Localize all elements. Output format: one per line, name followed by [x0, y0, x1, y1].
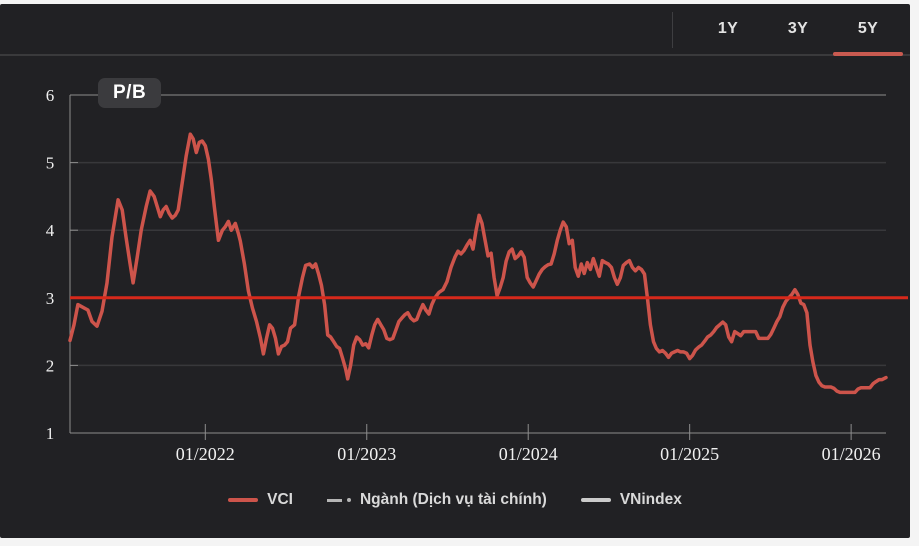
tab-1y[interactable]: 1Y: [693, 4, 763, 54]
time-range-tabs: 1Y 3Y 5Y: [693, 4, 903, 56]
y-tick-label: 2: [46, 356, 55, 375]
y-tick-label: 6: [46, 86, 55, 105]
x-tick-label: 01/2026: [822, 444, 881, 464]
chart-title-badge: P/B: [98, 78, 162, 108]
tab-1y-label: 1Y: [717, 20, 739, 37]
y-tick-label: 4: [46, 221, 55, 240]
legend-label: VNindex: [619, 491, 682, 508]
series-vci: [68, 132, 888, 395]
legend-label: Ngành (Dịch vụ tài chính): [359, 491, 547, 508]
line-marker-icon: [580, 498, 611, 502]
x-tick-label: 01/2022: [176, 444, 235, 464]
y-tick-label: 5: [46, 154, 55, 173]
legend-item-vnindex[interactable]: VNindex: [580, 491, 682, 509]
tab-5y[interactable]: 5Y: [833, 4, 903, 56]
tab-5y-label: 5Y: [857, 20, 879, 37]
chart-title: P/B: [113, 82, 147, 103]
x-tick-label: 01/2023: [337, 444, 396, 464]
chart-legend: VCI Ngành (Dịch vụ tài chính) VNindex: [0, 486, 910, 514]
dash-dot-marker-icon: [326, 498, 351, 502]
line-marker-icon: [228, 498, 259, 502]
legend-item-vci[interactable]: VCI: [228, 491, 293, 509]
tab-3y-label: 3Y: [787, 20, 809, 37]
y-tick-label: 3: [46, 289, 55, 308]
valuation-chart-panel: 1Y 3Y 5Y 1 2 3 4 5 6 01/2022 01/2023 01/2024 01/2…: [0, 4, 910, 538]
pb-line-chart[interactable]: 1 2 3 4 5 6 01/2022 01/2023 01/2024 01/2025 01/202…: [0, 56, 910, 538]
y-tick-label: 1: [46, 424, 55, 443]
legend-item-nganh[interactable]: Ngành (Dịch vụ tài chính): [326, 491, 547, 509]
legend-label: VCI: [267, 491, 293, 508]
header-divider: [672, 12, 673, 48]
x-tick-label: 01/2025: [660, 444, 719, 464]
active-tab-indicator: [833, 52, 903, 56]
chart-area: 1 2 3 4 5 6 01/2022 01/2023 01/2024 01/2025 01/202…: [0, 56, 910, 538]
tab-3y[interactable]: 3Y: [763, 4, 833, 54]
x-tick-label: 01/2024: [499, 444, 558, 464]
chart-header: 1Y 3Y 5Y: [0, 4, 910, 56]
